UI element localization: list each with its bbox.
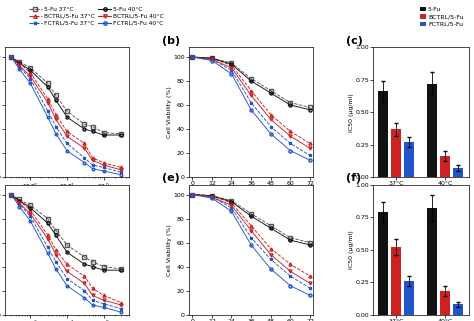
Y-axis label: Cell Viability (%): Cell Viability (%) [167,224,172,276]
Bar [378,212,388,315]
Bar [453,304,463,315]
Bar [391,129,401,177]
Text: (c): (c) [346,36,363,46]
Bar [378,91,388,177]
Text: (e): (e) [162,173,179,183]
Y-axis label: Cell Viability (%): Cell Viability (%) [167,86,172,138]
Bar [440,291,450,315]
Bar [391,247,401,315]
Bar [428,84,438,177]
X-axis label: Time (h): Time (h) [238,187,264,193]
Y-axis label: IC50 (μg/ml): IC50 (μg/ml) [349,230,354,269]
X-axis label: 5-FU concentration (μg/ml): 5-FU concentration (μg/ml) [25,192,109,197]
Text: (f): (f) [346,173,362,183]
Bar [404,142,414,177]
Bar [440,156,450,177]
Text: (b): (b) [162,36,180,46]
Legend: 5-Fu, BCTRL/5-Fu, FCTRL/5-Fu: 5-Fu, BCTRL/5-Fu, FCTRL/5-Fu [418,4,466,30]
Bar [428,208,438,315]
Bar [404,281,414,315]
Bar [453,168,463,177]
Y-axis label: IC50 (μg/ml): IC50 (μg/ml) [349,93,354,132]
